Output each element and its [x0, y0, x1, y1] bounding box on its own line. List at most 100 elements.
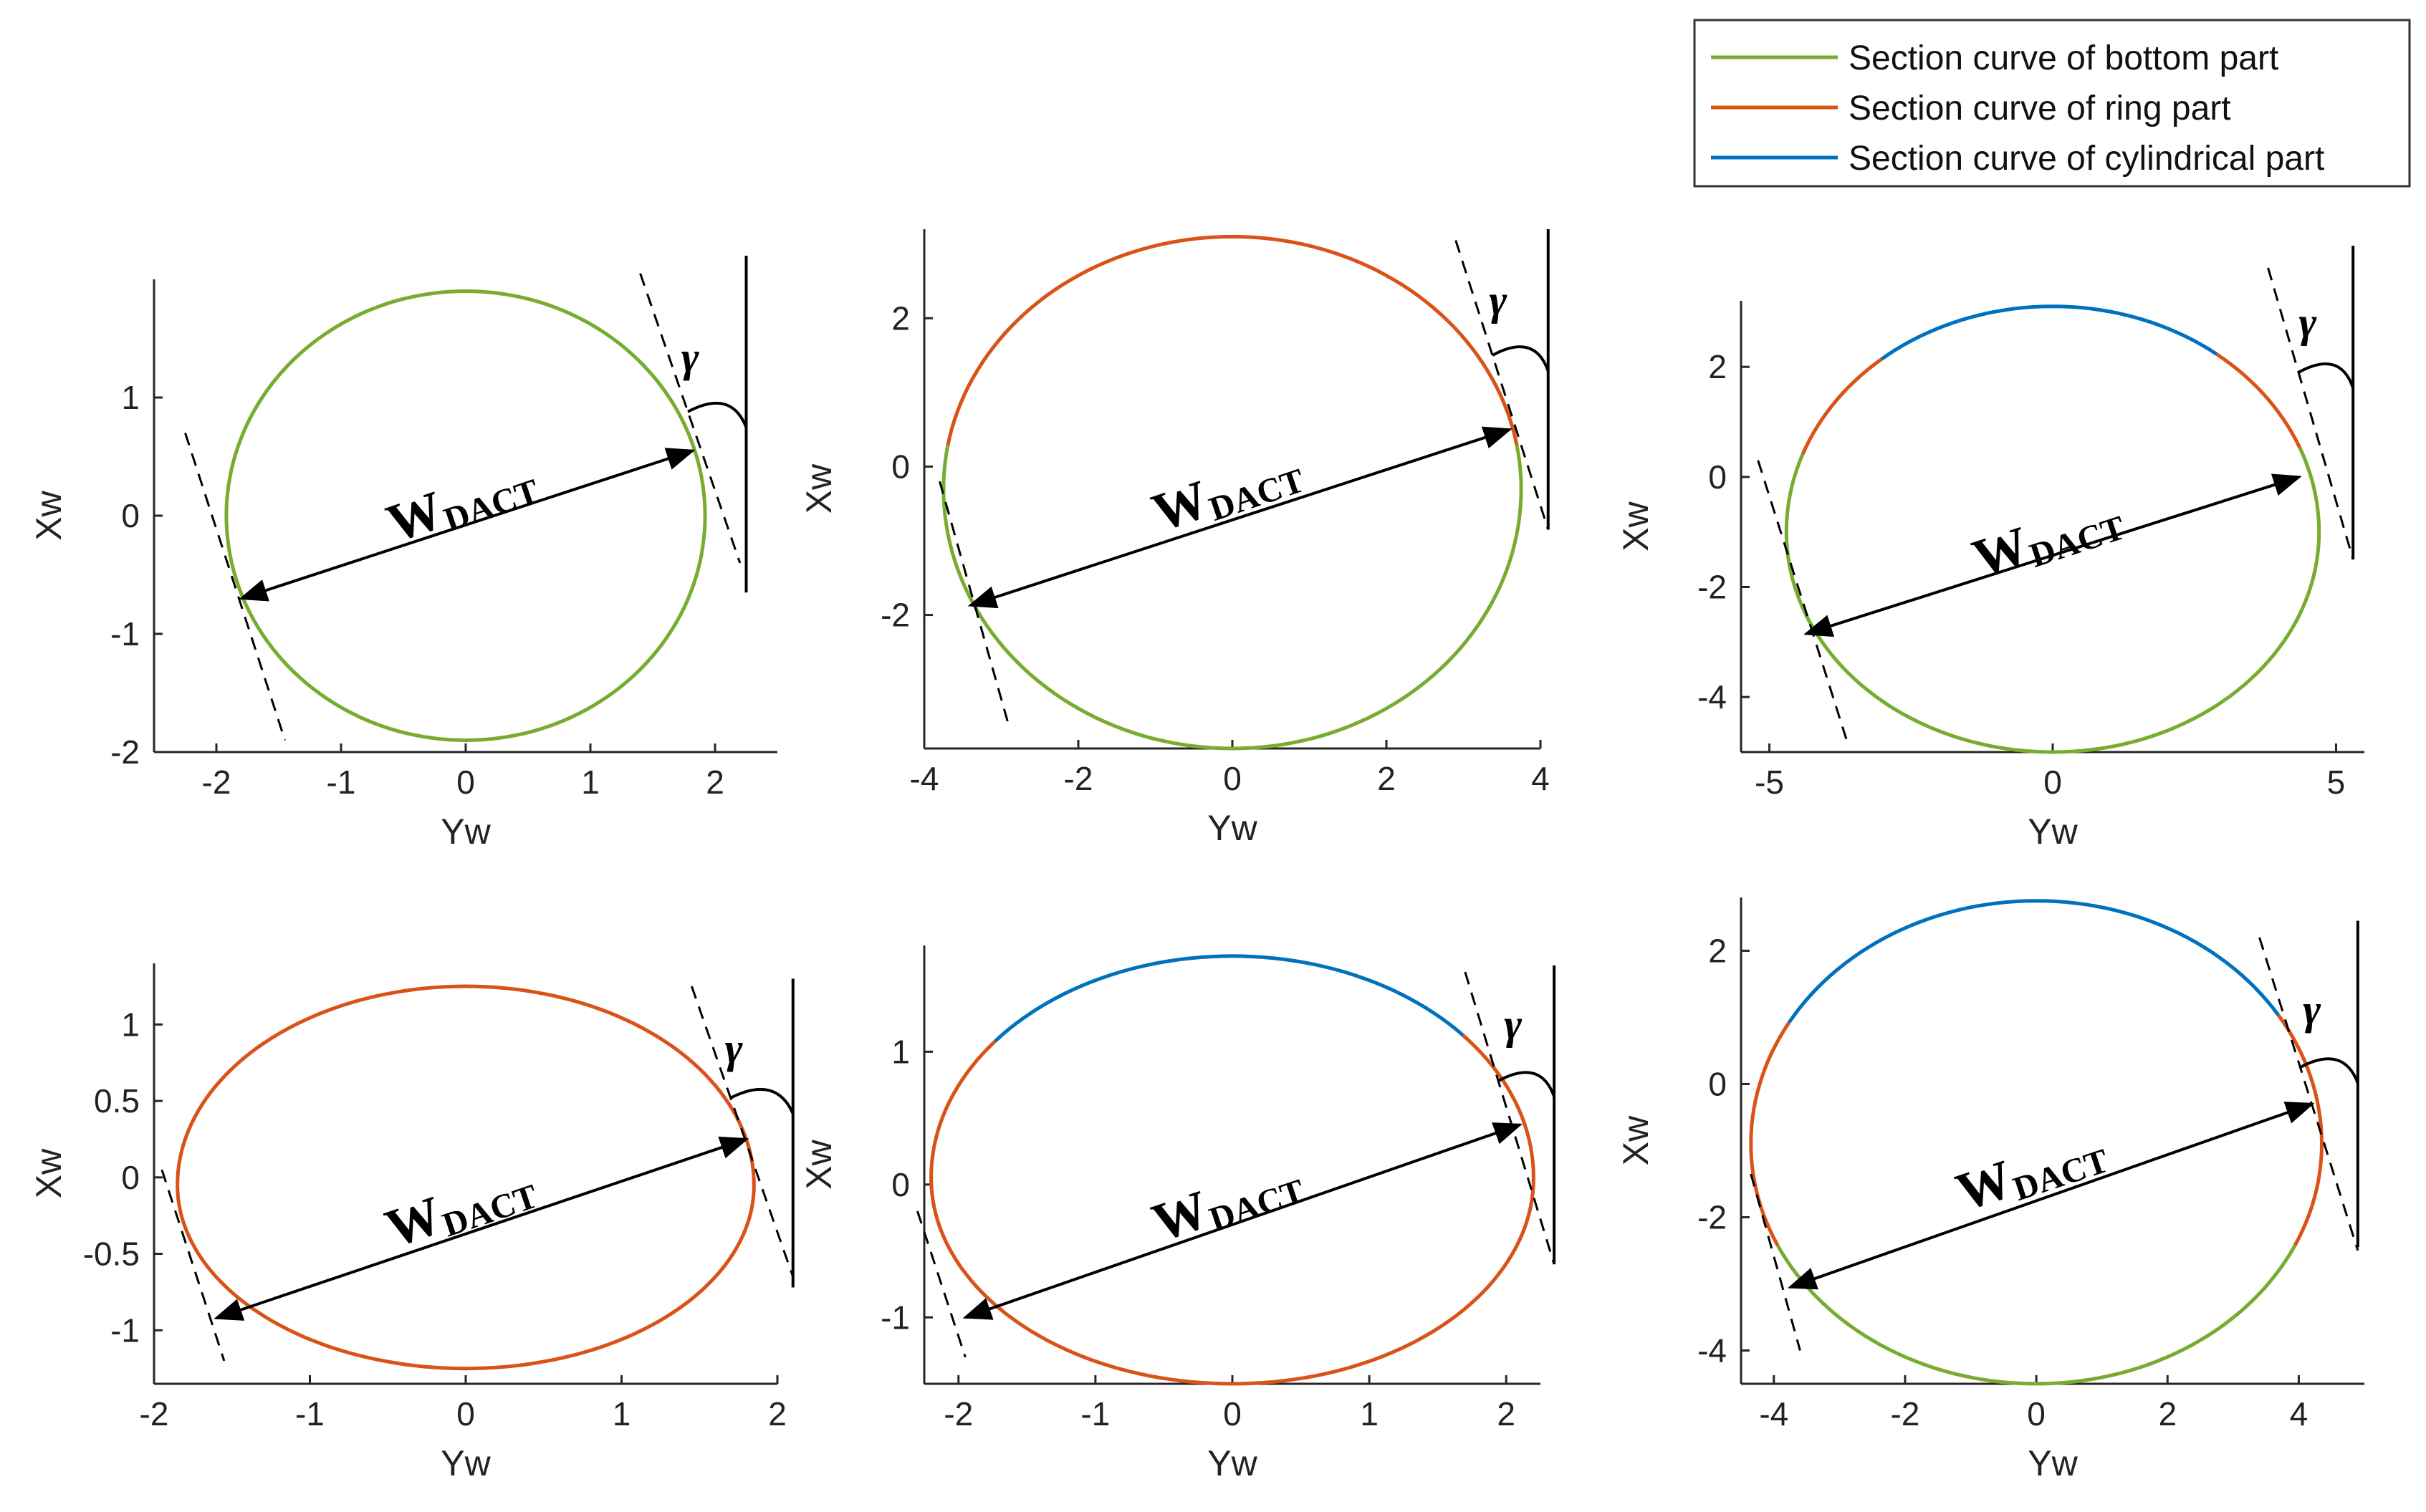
x-tick-label: -2 [140, 1395, 169, 1432]
panel-4: -2 -1 0 1 2 -1 -0.5 0 0.5 1 Yw Xw γ WDACT [29, 963, 795, 1483]
x-tick-label: 0 [1223, 1395, 1242, 1432]
tangent-right-line [1454, 240, 1550, 530]
y-tick-label: -2 [1697, 1198, 1727, 1236]
x-axis-label: Yw [1207, 1443, 1257, 1483]
y-tick-label: -2 [110, 733, 140, 771]
x-tick-label: 4 [1531, 760, 1550, 797]
curve-ring [946, 234, 1519, 446]
gamma-label: γ [681, 334, 699, 381]
curve-bottom [1784, 446, 2321, 754]
y-tick-label: 0 [1708, 458, 1727, 496]
width-arrow [1803, 473, 2302, 637]
curve-ring [929, 1034, 1535, 1386]
y-axis-label: Xw [1616, 501, 1656, 551]
width-arrow [1787, 1102, 2315, 1290]
y-tick-label: -4 [1697, 678, 1727, 716]
tangent-right-line [690, 986, 795, 1278]
width-label: WDACT [378, 1153, 542, 1262]
y-tick-label: 2 [891, 299, 910, 337]
x-tick-label: 1 [1360, 1395, 1379, 1432]
x-tick-label: -4 [910, 760, 939, 797]
x-tick-label: 0 [456, 1395, 475, 1432]
width-label-subscript: DACT [438, 1177, 542, 1244]
y-tick-label: 0 [1708, 1065, 1727, 1102]
width-label-symbol: W [1965, 515, 2036, 589]
tangent-right-line [2258, 937, 2359, 1251]
width-label-subscript: DACT [2025, 509, 2130, 575]
width-label-subscript: DACT [439, 472, 544, 539]
curve-ring [176, 984, 756, 1371]
y-tick-label: 1 [121, 379, 140, 416]
x-tick-label: -2 [1064, 760, 1093, 797]
width-label-symbol: W [380, 480, 451, 554]
gamma-arc [1492, 345, 1550, 372]
gamma-arc [2298, 362, 2355, 389]
tangent-left-line [184, 433, 287, 741]
x-tick-label: 0 [1223, 760, 1242, 797]
width-label: WDACT [380, 448, 544, 557]
x-tick-label: -2 [1890, 1395, 1919, 1432]
curve-cylindrical [994, 954, 1464, 1043]
y-axis-label: Xw [1616, 1115, 1656, 1165]
gamma-arc [2299, 1057, 2359, 1084]
tangent-left-line [1750, 1173, 1801, 1351]
x-tick-label: 0 [456, 764, 475, 801]
y-axis-label: Xw [799, 1139, 839, 1189]
width-label-symbol: W [1145, 469, 1216, 544]
y-tick-label: -1 [110, 615, 140, 653]
panel-5: -2 -1 0 1 2 -1 0 1 Yw Xw γ WDACT [799, 945, 1556, 1483]
x-tick-label: 2 [768, 1395, 787, 1432]
gamma-label: γ [1504, 1001, 1522, 1048]
y-tick-label: 0 [891, 448, 910, 485]
x-tick-label: 2 [2158, 1395, 2177, 1432]
x-tick-label: 1 [581, 764, 600, 801]
width-arrow [962, 1122, 1523, 1320]
curve-ring [2215, 352, 2301, 448]
x-tick-label: -1 [327, 764, 356, 801]
y-axis-label: Xw [29, 1148, 69, 1198]
panel-2: -4 -2 0 2 4 -2 0 2 Yw Xw γ WDACT [799, 229, 1550, 848]
width-label: WDACT [1145, 1148, 1309, 1256]
x-tick-label: -1 [295, 1395, 325, 1432]
y-tick-label: 1 [121, 1006, 140, 1043]
y-tick-label: 0.5 [94, 1082, 140, 1119]
width-label-symbol: W [378, 1185, 449, 1259]
curve-ring [1749, 1021, 1791, 1246]
y-tick-label: 0 [121, 1159, 140, 1196]
tangent-left-line [1757, 460, 1850, 747]
tangent-right-line [2267, 267, 2354, 560]
y-tick-label: 1 [891, 1033, 910, 1070]
x-axis-label: Yw [1207, 808, 1257, 848]
gamma-arc [1497, 1071, 1555, 1097]
width-label: WDACT [1145, 438, 1309, 546]
y-tick-label: 0 [891, 1166, 910, 1203]
y-tick-label: -0.5 [83, 1236, 140, 1273]
legend-label-cylindrical: Section curve of cylindrical part [1849, 140, 2324, 178]
curve-cylindrical [1880, 304, 2218, 361]
x-tick-label: 4 [2290, 1395, 2308, 1432]
width-arrow [214, 1136, 749, 1321]
legend-label-ring: Section curve of ring part [1849, 90, 2231, 127]
width-arrow [238, 448, 696, 602]
x-tick-label: 5 [2327, 764, 2346, 801]
gamma-label: γ [2303, 986, 2321, 1034]
curve-ring [1801, 357, 1883, 456]
legend-label-bottom: Section curve of bottom part [1849, 39, 2278, 77]
y-tick-label: -1 [881, 1299, 910, 1336]
x-axis-label: Yw [2028, 1443, 2078, 1483]
x-tick-label: -4 [1759, 1395, 1788, 1432]
x-tick-label: 2 [1377, 760, 1396, 797]
gamma-label: γ [1489, 276, 1507, 324]
y-tick-label: -2 [881, 597, 910, 634]
gamma-label: γ [725, 1025, 743, 1072]
y-tick-label: -1 [110, 1311, 140, 1349]
tangent-left-line [916, 1210, 967, 1358]
y-axis-label: Xw [29, 490, 69, 540]
curve-cylindrical [1788, 899, 2280, 1024]
width-arrow [967, 426, 1512, 609]
x-axis-label: Yw [2028, 812, 2078, 852]
width-label-subscript: DACT [2009, 1142, 2114, 1208]
x-tick-label: -5 [1755, 764, 1784, 801]
x-tick-label: 2 [706, 764, 724, 801]
